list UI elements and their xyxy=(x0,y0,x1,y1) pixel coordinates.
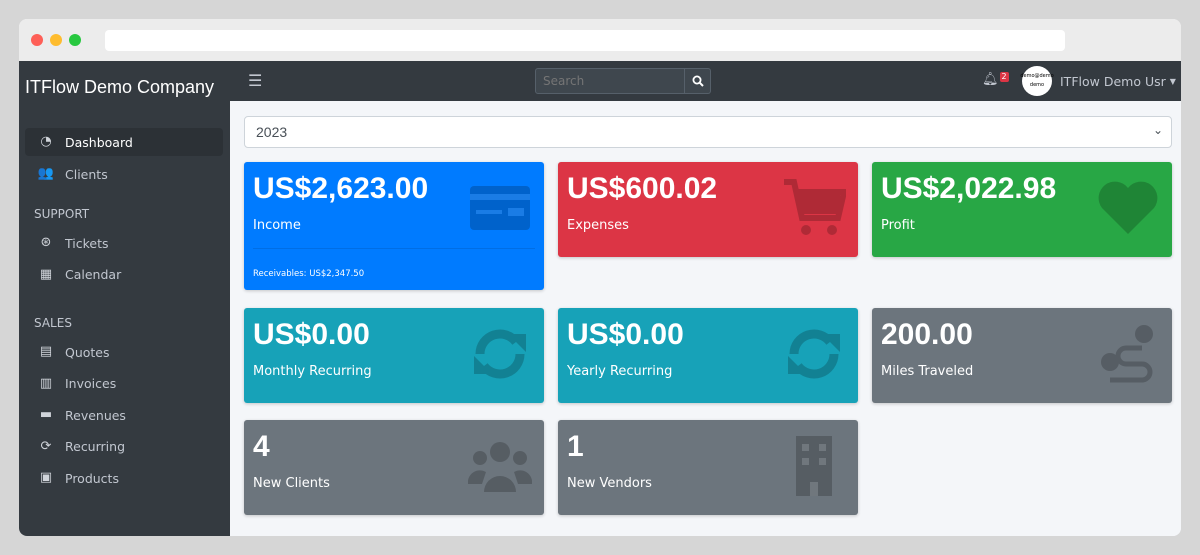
sidebar-item-label: Products xyxy=(65,470,119,486)
card-value: US$600.02 xyxy=(567,172,718,205)
avatar: demo@demo demo xyxy=(1020,66,1054,96)
card-label: New Vendors xyxy=(567,476,652,491)
card-value: 1 xyxy=(567,430,584,463)
sidebar-item-label: Clients xyxy=(65,166,108,182)
brand-name[interactable]: ITFlow Demo Company xyxy=(25,77,215,97)
sidebar-section-sales: SALES xyxy=(34,316,72,330)
card-expenses[interactable]: US$600.02 Expenses xyxy=(558,162,858,257)
card-value: 200.00 xyxy=(881,318,973,351)
top-navbar: ☰ 🔔︎2 demo@demo demo ITFlow Demo Usr ▼ xyxy=(230,61,1181,101)
invoice-icon: ▥ xyxy=(39,375,53,391)
sync-icon xyxy=(788,329,840,379)
sidebar-item-calendar[interactable]: ▦ Calendar xyxy=(25,261,223,289)
card-label: Monthly Recurring xyxy=(253,364,372,379)
heart-icon xyxy=(1098,181,1158,234)
year-select[interactable]: 2023 ⌄ xyxy=(244,116,1172,148)
notification-badge: 2 xyxy=(999,72,1009,82)
card-value: US$2,623.00 xyxy=(253,172,429,205)
sidebar-item-dashboard[interactable]: ◔ Dashboard xyxy=(25,128,223,156)
sidebar-item-label: Tickets xyxy=(65,235,109,251)
sidebar: ITFlow Demo Company ◔ Dashboard 👥 Clients SU… xyxy=(19,61,230,536)
sidebar-item-invoices[interactable]: ▥ Invoices xyxy=(25,370,223,398)
sidebar-item-label: Invoices xyxy=(65,376,117,392)
card-profit[interactable]: US$2,022.98 Profit xyxy=(872,162,1172,257)
card-miles-traveled[interactable]: 200.00 Miles Traveled xyxy=(872,308,1172,403)
sidebar-section-support: SUPPORT xyxy=(34,207,90,221)
card-new-vendors[interactable]: 1 New Vendors xyxy=(558,420,858,515)
notifications-button[interactable]: 🔔︎ 2 xyxy=(982,72,1009,87)
sidebar-item-quotes[interactable]: ▤ Quotes xyxy=(25,338,223,366)
sidebar-item-label: Quotes xyxy=(65,344,110,360)
browser-titlebar xyxy=(19,19,1181,61)
chevron-down-icon: ⌄ xyxy=(1152,123,1163,137)
card-value: 4 xyxy=(253,430,270,463)
card-label: Yearly Recurring xyxy=(567,364,673,379)
close-window-button[interactable] xyxy=(31,34,43,46)
search-form xyxy=(535,68,711,94)
card-new-clients[interactable]: 4 New Clients xyxy=(244,420,544,515)
address-bar[interactable] xyxy=(105,30,1065,51)
card-label: Expenses xyxy=(567,218,629,233)
calendar-icon: ▦ xyxy=(39,266,53,282)
card-label: New Clients xyxy=(253,476,330,491)
caret-down-icon: ▼ xyxy=(1169,76,1176,86)
sidebar-item-label: Calendar xyxy=(65,267,122,283)
year-select-value: 2023 xyxy=(256,124,288,140)
bell-icon: 🔔︎ xyxy=(982,72,999,87)
card-label: Profit xyxy=(881,218,915,233)
credit-card-icon xyxy=(470,186,530,230)
tachometer-icon: ◔ xyxy=(40,134,52,149)
sidebar-item-tickets[interactable]: ⊛ Tickets xyxy=(25,229,223,257)
maximize-window-button[interactable] xyxy=(69,34,81,46)
card-value: US$0.00 xyxy=(253,318,370,351)
search-button[interactable] xyxy=(685,68,711,94)
card-label: Miles Traveled xyxy=(881,364,974,379)
card-value: US$2,022.98 xyxy=(881,172,1057,205)
sidebar-item-revenues[interactable]: ▬ Revenues xyxy=(25,401,223,429)
user-menu[interactable]: demo@demo demo ITFlow Demo Usr ▼ xyxy=(1020,66,1176,96)
card-monthly-recurring[interactable]: US$0.00 Monthly Recurring xyxy=(244,308,544,403)
sidebar-item-label: Recurring xyxy=(65,439,125,455)
sidebar-item-clients[interactable]: 👥 Clients xyxy=(25,160,223,188)
card-yearly-recurring[interactable]: US$0.00 Yearly Recurring xyxy=(558,308,858,403)
building-icon xyxy=(796,436,832,496)
sync-icon xyxy=(474,329,526,379)
sidebar-item-recurring[interactable]: ⟳ Recurring xyxy=(25,433,223,461)
sidebar-item-label: Revenues xyxy=(65,407,126,423)
route-icon xyxy=(1101,325,1153,383)
sidebar-item-label: Dashboard xyxy=(65,134,133,150)
box-icon: ▣ xyxy=(39,470,53,486)
search-icon xyxy=(692,75,704,87)
minimize-window-button[interactable] xyxy=(50,34,62,46)
card-value: US$0.00 xyxy=(567,318,684,351)
menu-toggle-button[interactable]: ☰ xyxy=(248,71,263,90)
users-icon: 👥 xyxy=(37,166,55,181)
browser-window: ITFlow Demo Company ◔ Dashboard 👥 Clients SU… xyxy=(19,19,1181,536)
sidebar-item-products[interactable]: ▣ Products xyxy=(25,464,223,492)
card-label: Income xyxy=(253,218,301,233)
receivables-text: Receivables: US$2,347.50 xyxy=(253,269,365,279)
file-icon: ▤ xyxy=(39,344,53,359)
users-icon xyxy=(468,442,532,492)
card-income[interactable]: US$2,623.00 Income Receivables: US$2,347… xyxy=(244,162,544,290)
search-input[interactable] xyxy=(535,68,685,94)
user-name: ITFlow Demo Usr xyxy=(1060,73,1166,89)
life-ring-icon: ⊛ xyxy=(40,235,52,250)
sync-icon: ⟳ xyxy=(40,438,52,454)
credit-card-icon: ▬ xyxy=(39,407,53,423)
cart-icon xyxy=(784,179,846,235)
card-divider xyxy=(253,248,535,249)
main-content: 2023 ⌄ US$2,623.00 Income Receivables: US… xyxy=(230,101,1181,536)
